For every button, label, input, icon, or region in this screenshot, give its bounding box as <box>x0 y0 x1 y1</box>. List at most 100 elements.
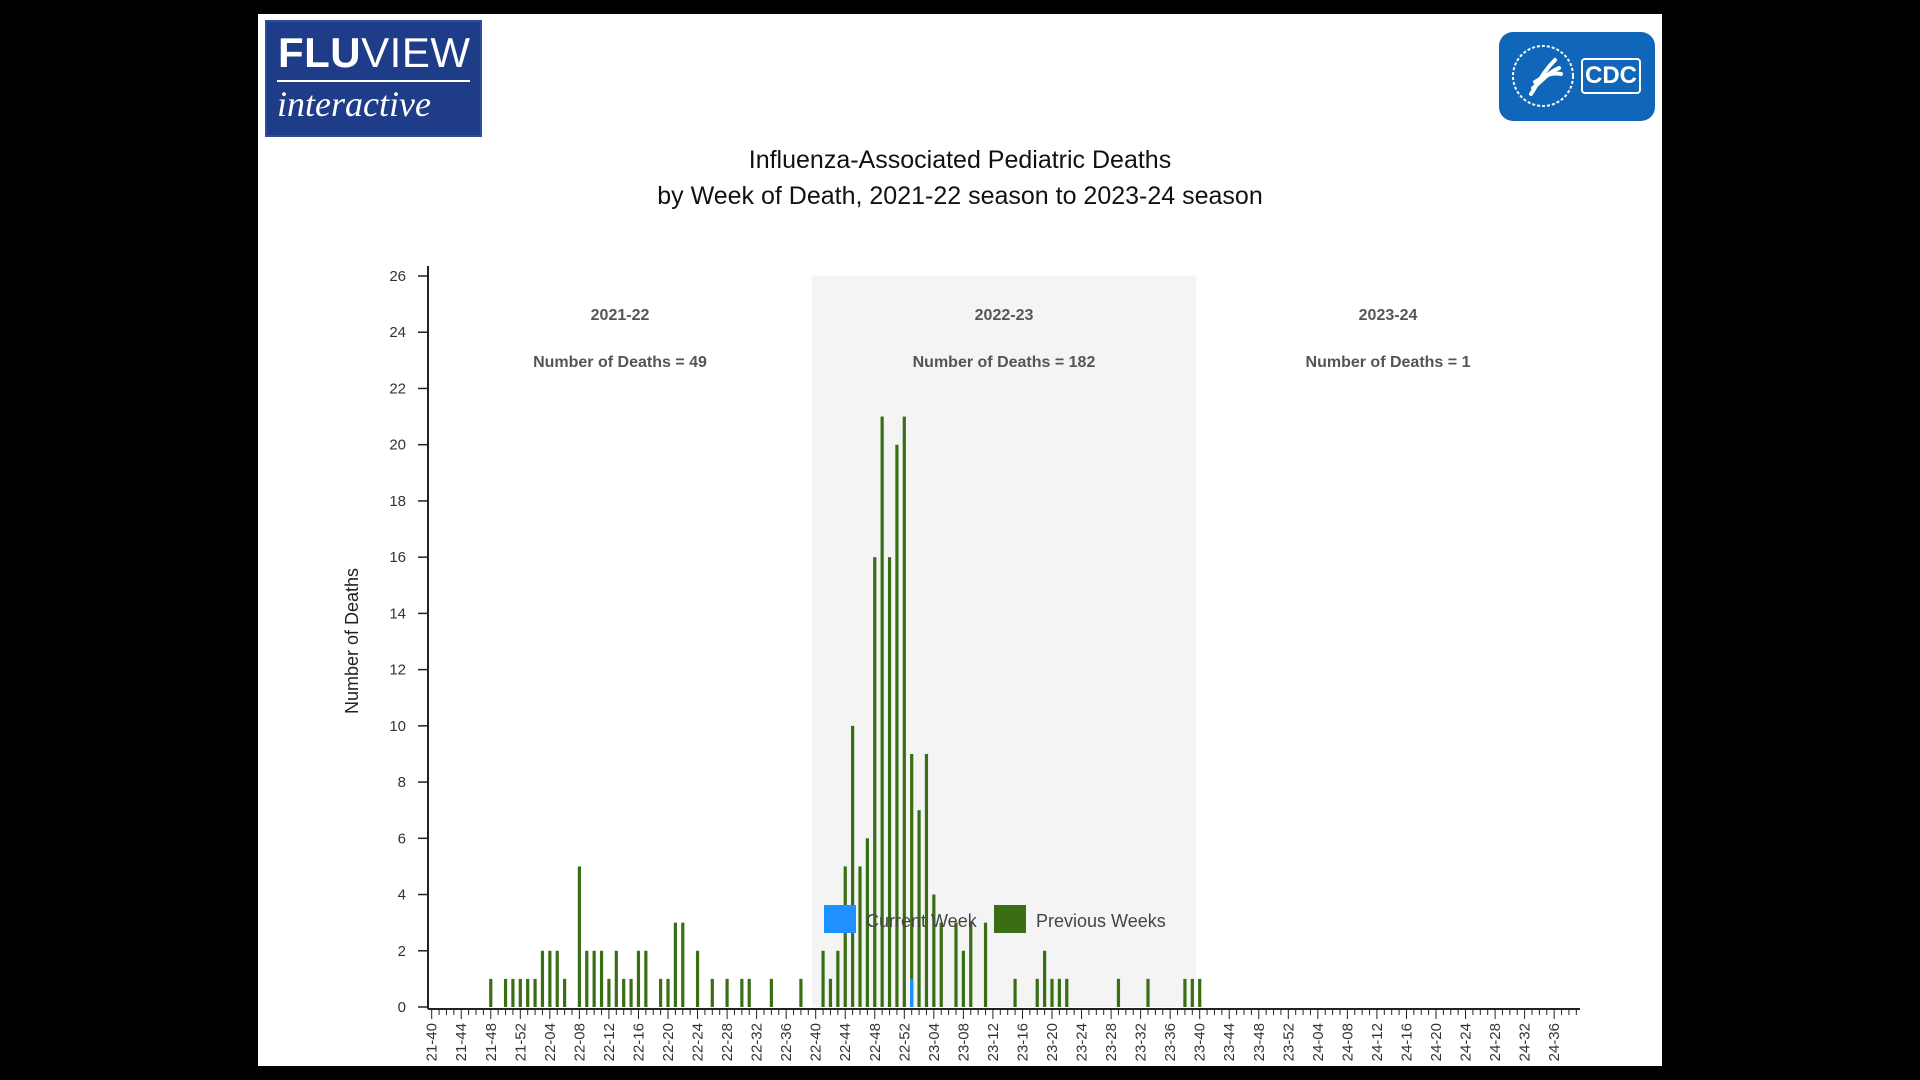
bar-previous-weeks-22-12 <box>607 978 611 1007</box>
bar-previous-weeks-22-05 <box>555 950 559 1007</box>
x-tick-label-22-36: 22-36 <box>778 1023 795 1061</box>
bar-previous-weeks-21-50 <box>503 978 508 1007</box>
bar-previous-weeks-22-51 <box>895 444 899 1007</box>
y-axis-label: Number of Deaths <box>342 568 362 714</box>
bar-previous-weeks-22-16 <box>636 950 641 1007</box>
chart-title: Influenza-Associated Pediatric Deaths <box>748 146 1172 174</box>
bar-previous-weeks-22-21 <box>673 922 677 1007</box>
x-tick-label-24-36: 24-36 <box>1546 1023 1563 1061</box>
x-tick-label-24-12: 24-12 <box>1369 1023 1386 1061</box>
y-tick-label-0: 0 <box>398 999 406 1016</box>
bar-previous-weeks-22-38 <box>799 978 803 1007</box>
bar-previous-weeks-22-02 <box>533 978 537 1007</box>
bar-previous-weeks-23-19 <box>1043 950 1047 1007</box>
bar-previous-weeks-22-03 <box>540 950 545 1007</box>
x-tick-label-23-04: 23-04 <box>926 1023 943 1061</box>
bar-previous-weeks-22-41 <box>821 950 825 1007</box>
x-tick-label-22-48: 22-48 <box>867 1023 884 1061</box>
x-tick-label-23-32: 23-32 <box>1133 1023 1150 1061</box>
y-tick-label-20: 20 <box>389 437 406 454</box>
y-tick-label-4: 4 <box>398 887 406 904</box>
bar-previous-weeks-22-49 <box>880 416 884 1008</box>
bar-previous-weeks-21-48 <box>489 978 493 1007</box>
x-tick-label-22-24: 22-24 <box>690 1023 707 1061</box>
chart-title-block: Influenza-Associated Pediatric Deaths by… <box>258 142 1662 214</box>
bar-previous-weeks-23-02 <box>917 810 921 1007</box>
cdc-logo-text: CDC <box>1581 58 1641 94</box>
x-tick-label-22-16: 22-16 <box>630 1023 647 1061</box>
bar-previous-weeks-22-15 <box>629 978 633 1007</box>
bar-previous-weeks-23-22 <box>1065 978 1069 1007</box>
x-tick-label-24-20: 24-20 <box>1428 1023 1445 1061</box>
x-tick-label-23-48: 23-48 <box>1251 1023 1268 1061</box>
y-tick-label-18: 18 <box>389 493 406 510</box>
bar-previous-weeks-23-03 <box>924 753 929 1007</box>
x-tick-label-24-16: 24-16 <box>1398 1023 1415 1061</box>
fluview-logo-rule <box>277 80 470 82</box>
bar-previous-weeks-22-06 <box>563 978 567 1007</box>
season-deaths-2022-23: Number of Deaths = 182 <box>913 354 1096 371</box>
bar-previous-weeks-22-31 <box>747 978 751 1007</box>
bar-previous-weeks-22-43 <box>836 950 840 1007</box>
bar-previous-weeks-22-11 <box>599 950 604 1007</box>
x-tick-label-23-08: 23-08 <box>955 1023 972 1061</box>
y-tick-label-2: 2 <box>398 943 406 960</box>
bar-previous-weeks-23-29 <box>1116 978 1121 1007</box>
bar-previous-weeks-22-45 <box>851 725 855 1007</box>
bar-previous-weeks-22-52 <box>902 416 906 1008</box>
bar-previous-weeks-23-33 <box>1146 978 1150 1007</box>
legend-swatch-previous-weeks <box>994 905 1026 933</box>
bar-previous-weeks-22-14 <box>622 978 626 1007</box>
y-tick-label-6: 6 <box>398 830 406 847</box>
bar-previous-weeks-21-52 <box>518 978 522 1007</box>
legend-label-previous-weeks: Previous Weeks <box>1036 911 1166 931</box>
bar-previous-weeks-22-34 <box>769 978 773 1007</box>
y-tick-label-26: 26 <box>389 268 406 285</box>
fluview-logo-title: FLUVIEW <box>278 29 471 76</box>
bar-previous-weeks-22-30 <box>740 978 744 1007</box>
bar-previous-weeks-22-08 <box>577 866 581 1007</box>
bar-previous-weeks-21-51 <box>511 978 515 1007</box>
x-tick-label-22-08: 22-08 <box>571 1023 588 1061</box>
x-tick-label-24-04: 24-04 <box>1310 1023 1327 1061</box>
bar-previous-weeks-22-17 <box>644 950 648 1007</box>
season-label-2023-24: 2023-24 <box>1359 307 1418 324</box>
bar-previous-weeks-22-26 <box>710 978 714 1007</box>
bar-previous-weeks-23-20 <box>1050 978 1054 1007</box>
bar-previous-weeks-22-13 <box>614 950 618 1007</box>
bar-previous-weeks-22-10 <box>592 950 596 1007</box>
y-tick-label-12: 12 <box>389 662 406 679</box>
cdc-logo: CDC <box>1499 32 1655 121</box>
bar-previous-weeks-23-08 <box>961 950 965 1007</box>
x-tick-label-22-04: 22-04 <box>542 1023 559 1061</box>
bar-previous-weeks-23-18 <box>1035 978 1039 1007</box>
bar-previous-weeks-22-42 <box>828 978 833 1007</box>
bar-previous-weeks-22-22 <box>681 922 685 1007</box>
x-tick-label-22-40: 22-40 <box>808 1023 825 1061</box>
bar-previous-weeks-22-47 <box>865 838 869 1007</box>
x-tick-label-22-28: 22-28 <box>719 1023 736 1061</box>
bar-previous-weeks-23-07 <box>954 922 958 1007</box>
x-tick-label-22-52: 22-52 <box>896 1023 913 1061</box>
bar-previous-weeks-23-15 <box>1013 978 1017 1007</box>
x-tick-label-24-32: 24-32 <box>1517 1023 1534 1061</box>
x-tick-label-23-12: 23-12 <box>985 1023 1002 1061</box>
x-tick-label-21-40: 21-40 <box>424 1023 441 1061</box>
x-tick-label-23-52: 23-52 <box>1280 1023 1297 1061</box>
x-tick-label-23-16: 23-16 <box>1014 1023 1031 1061</box>
bar-previous-weeks-22-19 <box>659 978 663 1007</box>
x-tick-label-24-24: 24-24 <box>1458 1023 1475 1061</box>
legend-label-current-week: Current Week <box>866 911 978 931</box>
bar-previous-weeks-22-04 <box>548 950 552 1007</box>
season-shade-2022-23 <box>812 276 1196 1007</box>
bar-previous-weeks-22-24 <box>695 950 700 1007</box>
x-tick-label-23-24: 23-24 <box>1074 1023 1091 1061</box>
x-tick-label-21-48: 21-48 <box>483 1023 500 1061</box>
legend-swatch-current-week <box>824 905 856 933</box>
bar-previous-weeks-22-48 <box>873 557 877 1007</box>
bar-previous-weeks-22-01 <box>526 978 530 1007</box>
x-tick-label-23-44: 23-44 <box>1221 1023 1238 1061</box>
y-tick-label-14: 14 <box>389 605 406 622</box>
chart-subtitle: by Week of Death, 2021-22 season to 2023… <box>657 182 1263 210</box>
y-tick-label-24: 24 <box>389 324 406 341</box>
